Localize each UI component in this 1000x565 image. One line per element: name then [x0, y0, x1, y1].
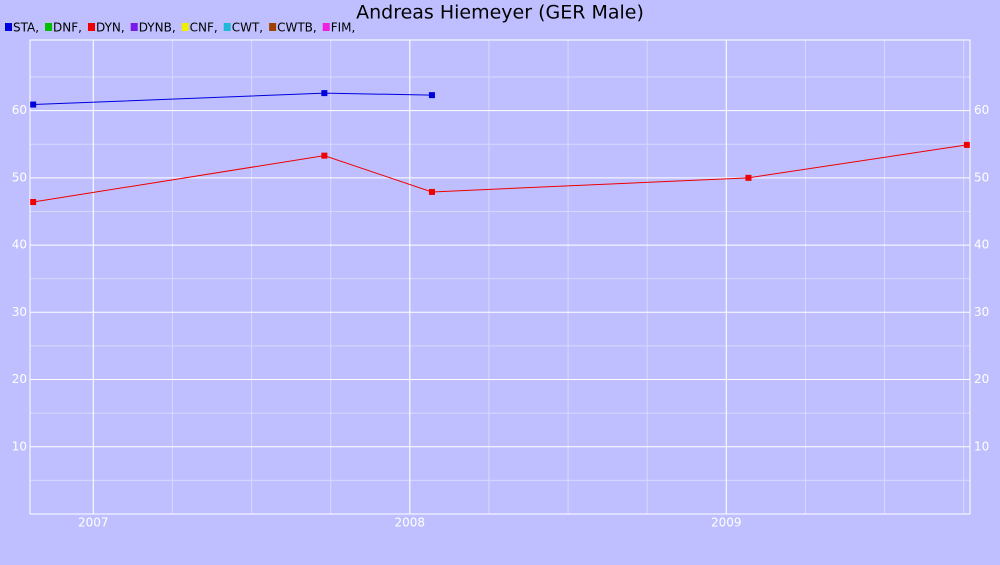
y-tick-label: 20	[12, 372, 27, 386]
legend-swatch	[45, 23, 53, 31]
data-point	[30, 101, 37, 108]
x-tick-label: 2009	[711, 516, 742, 530]
y-tick-label: 10	[12, 439, 27, 453]
legend-swatch	[87, 23, 95, 31]
legend-swatch	[130, 23, 138, 31]
x-tick-label: 2008	[395, 516, 426, 530]
data-point	[428, 92, 435, 99]
legend-swatch	[269, 23, 277, 31]
plot-frame	[29, 39, 971, 515]
legend-label: STA,	[13, 21, 39, 35]
chart-title: Andreas Hiemeyer (GER Male)	[356, 2, 644, 24]
data-point	[321, 152, 328, 159]
legend-swatch	[223, 23, 231, 31]
data-point	[30, 199, 37, 206]
data-point	[745, 174, 752, 181]
legend-swatch	[5, 23, 12, 31]
legend-swatch	[322, 23, 330, 31]
y-tick-label: 60	[12, 103, 27, 117]
y2-tick-label: 30	[974, 305, 989, 319]
series-line	[33, 144, 967, 203]
legend-label: CWTB,	[277, 21, 317, 35]
y2-tick-label: 40	[974, 238, 989, 252]
data-point	[963, 141, 970, 148]
x-tick-label: 2007	[78, 516, 109, 530]
y-tick-label: 40	[12, 238, 27, 252]
y-tick-label: 50	[12, 170, 27, 184]
legend-swatch	[181, 23, 189, 31]
legend-label: CNF,	[190, 21, 218, 35]
y2-tick-label: 60	[974, 103, 989, 117]
y2-tick-label: 10	[974, 439, 989, 453]
legend-label: DNF,	[53, 21, 82, 35]
data-point	[321, 90, 328, 97]
legend-label: DYN,	[96, 21, 125, 35]
y2-tick-label: 50	[974, 170, 989, 184]
y-tick-label: 30	[12, 305, 27, 319]
legend-label: FIM,	[331, 21, 356, 35]
legend-label: CWT,	[232, 21, 263, 35]
y2-tick-label: 20	[974, 372, 989, 386]
data-point	[428, 188, 435, 195]
legend-label: DYNB,	[139, 21, 176, 35]
